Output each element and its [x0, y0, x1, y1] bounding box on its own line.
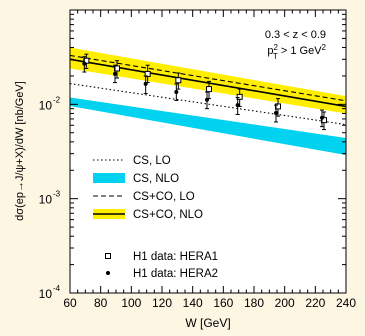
y-tick-label: 10 [39, 287, 53, 301]
legend-marker-hera2 [106, 271, 110, 275]
y-tick-label: 10 [39, 193, 53, 207]
legend-label-cs-co-lo: CS+CO, LO [133, 191, 195, 203]
bands-layer [70, 47, 346, 156]
x-tick-label: 220 [305, 296, 325, 310]
annotation-pt-cut: p2 T > 1 GeV2 [267, 43, 326, 61]
data-point-hera2 [320, 115, 324, 120]
data-point-hera2 [113, 71, 117, 76]
x-tick-label: 240 [336, 296, 356, 310]
legend-swatch-cs-nlo [93, 173, 125, 183]
legend-label-h1-data-hera2: H1 data: HERA2 [133, 268, 218, 280]
band-cs-nlo [70, 97, 346, 156]
legend-label-h1-data-hera1: H1 data: HERA1 [133, 251, 218, 263]
y-tick-label-exponent: -3 [53, 190, 61, 199]
line-cs-lo [70, 83, 346, 126]
data-point-hera2 [143, 81, 148, 86]
y-tick-label-exponent: -2 [53, 95, 61, 104]
data-point-hera2 [274, 110, 278, 115]
x-tick-label: 180 [244, 296, 264, 310]
y-axis-label: dσ(ep→J/ψ+X)/dW [nb/GeV] [14, 81, 26, 221]
legend-label-cs-lo: CS, LO [133, 155, 171, 167]
x-tick-label: 200 [275, 296, 295, 310]
data-point-hera1 [144, 70, 151, 77]
legend: CS, LO CS, NLO CS+CO, LO CS+CO, NLO H1 data:… [93, 155, 218, 280]
annotation-z-range: 0.3 < z < 0.9 [265, 29, 326, 41]
x-tick-label: 100 [121, 296, 141, 310]
y-tick-label-exponent: -4 [53, 284, 61, 293]
y-tick-label: 10 [39, 98, 53, 112]
x-tick-label: 120 [152, 296, 172, 310]
points-layer [82, 53, 327, 131]
legend-label-cs-nlo: CS, NLO [133, 173, 179, 185]
legend-label-cs-co-nlo: CS+CO, NLO [133, 209, 203, 221]
x-tick-label: 80 [94, 296, 108, 310]
data-point-hera2 [82, 61, 87, 66]
legend-marker-hera1 [105, 253, 111, 259]
line-cs-co-lo [70, 54, 346, 102]
x-tick-label: 160 [213, 296, 233, 310]
data-point-hera1 [236, 93, 243, 100]
data-point-hera2 [235, 103, 240, 108]
x-tick-label: 60 [63, 296, 77, 310]
x-tick-label: 140 [183, 296, 203, 310]
data-point-hera1 [206, 86, 212, 93]
data-point-hera2 [174, 90, 179, 95]
data-point-hera1 [175, 77, 182, 84]
band-cs-co-nlo [70, 47, 346, 114]
x-axis-label: W [GeV] [185, 316, 230, 330]
data-point-hera2 [205, 97, 209, 102]
